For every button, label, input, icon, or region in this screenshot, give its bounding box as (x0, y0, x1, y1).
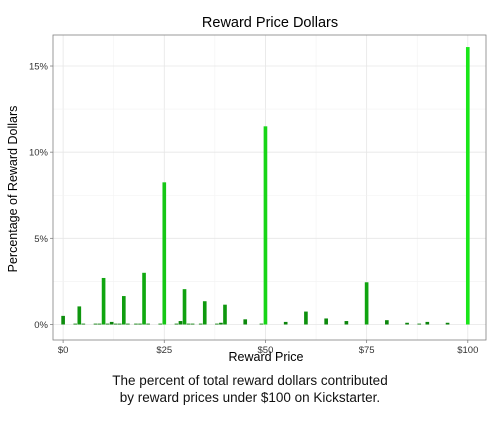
x-tick-label: $75 (359, 345, 375, 356)
figure-caption: The percent of total reward dollars cont… (0, 372, 500, 406)
bar (202, 301, 207, 325)
bar (142, 272, 146, 325)
y-tick-label: 0% (34, 320, 48, 331)
bar (425, 321, 430, 325)
bar (215, 323, 219, 325)
bar (162, 182, 167, 325)
bar (283, 321, 288, 325)
bar (243, 319, 248, 325)
bar-chart: Reward Price Dollars $0 $25 $50 $75 $100 0% 5%… (6, 15, 487, 364)
bar (178, 321, 183, 325)
x-tick-label: $100 (457, 345, 478, 356)
bar (138, 323, 142, 325)
bar (97, 323, 102, 325)
bar (73, 323, 78, 325)
bar (263, 126, 268, 325)
caption-line-2: by reward prices under $100 on Kickstart… (119, 390, 381, 405)
bar (121, 296, 126, 325)
x-tick-label: $25 (156, 345, 172, 356)
bar (259, 323, 264, 325)
bar (304, 311, 308, 325)
y-tick-label: 15% (29, 62, 49, 73)
bar (113, 323, 118, 325)
caption-line-1: The percent of total reward dollars cont… (112, 373, 388, 388)
bar (385, 320, 389, 325)
bar (219, 322, 223, 325)
bar (174, 323, 179, 325)
bar (405, 322, 409, 325)
bar (117, 323, 122, 325)
bar (465, 47, 470, 325)
bar (81, 323, 86, 325)
bar (77, 306, 82, 325)
bar (182, 289, 187, 325)
bar (105, 323, 110, 325)
bar (146, 323, 150, 325)
x-tick-label: $0 (58, 345, 69, 356)
bar (186, 323, 191, 325)
bar (93, 323, 98, 325)
bar (223, 304, 227, 325)
bar (134, 323, 138, 325)
x-axis-label: Reward Price (228, 350, 303, 364)
chart-title: Reward Price Dollars (202, 15, 338, 31)
y-tick-label: 10% (29, 148, 49, 159)
bar (417, 323, 422, 325)
bar (445, 322, 450, 325)
plot-frame (52, 34, 487, 341)
bar (364, 282, 369, 325)
bar (198, 323, 203, 325)
y-axis-label: Percentage of Reward Dollars (6, 106, 20, 273)
bar (126, 323, 130, 325)
bar (109, 321, 114, 325)
bar (158, 323, 163, 325)
bar (344, 321, 349, 325)
bar (101, 277, 106, 325)
bar (190, 323, 195, 325)
y-tick-label: 5% (34, 234, 48, 245)
bar (324, 318, 328, 325)
x-tick-label: $50 (258, 345, 274, 356)
bar (61, 315, 65, 325)
